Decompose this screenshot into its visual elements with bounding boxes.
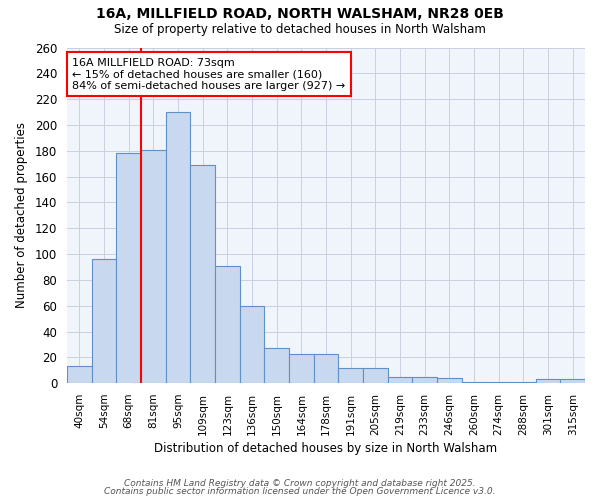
Bar xyxy=(363,368,388,383)
Text: 16A MILLFIELD ROAD: 73sqm
← 15% of detached houses are smaller (160)
84% of semi: 16A MILLFIELD ROAD: 73sqm ← 15% of detac… xyxy=(72,58,346,91)
Bar xyxy=(289,354,314,383)
Text: Size of property relative to detached houses in North Walsham: Size of property relative to detached ho… xyxy=(114,22,486,36)
Bar xyxy=(166,112,190,383)
Bar xyxy=(239,306,265,383)
Bar xyxy=(92,260,116,383)
Bar xyxy=(116,154,141,383)
Y-axis label: Number of detached properties: Number of detached properties xyxy=(15,122,28,308)
X-axis label: Distribution of detached houses by size in North Walsham: Distribution of detached houses by size … xyxy=(154,442,497,455)
Bar xyxy=(461,382,487,383)
Bar xyxy=(265,348,289,383)
Bar xyxy=(412,377,437,383)
Bar xyxy=(67,366,92,383)
Text: Contains HM Land Registry data © Crown copyright and database right 2025.: Contains HM Land Registry data © Crown c… xyxy=(124,478,476,488)
Bar xyxy=(215,266,239,383)
Text: 16A, MILLFIELD ROAD, NORTH WALSHAM, NR28 0EB: 16A, MILLFIELD ROAD, NORTH WALSHAM, NR28… xyxy=(96,8,504,22)
Bar xyxy=(338,368,363,383)
Bar xyxy=(437,378,461,383)
Bar xyxy=(511,382,536,383)
Bar xyxy=(388,377,412,383)
Bar xyxy=(141,150,166,383)
Bar xyxy=(487,382,511,383)
Bar xyxy=(536,380,560,383)
Bar xyxy=(190,165,215,383)
Bar xyxy=(314,354,338,383)
Text: Contains public sector information licensed under the Open Government Licence v3: Contains public sector information licen… xyxy=(104,487,496,496)
Bar xyxy=(560,380,585,383)
